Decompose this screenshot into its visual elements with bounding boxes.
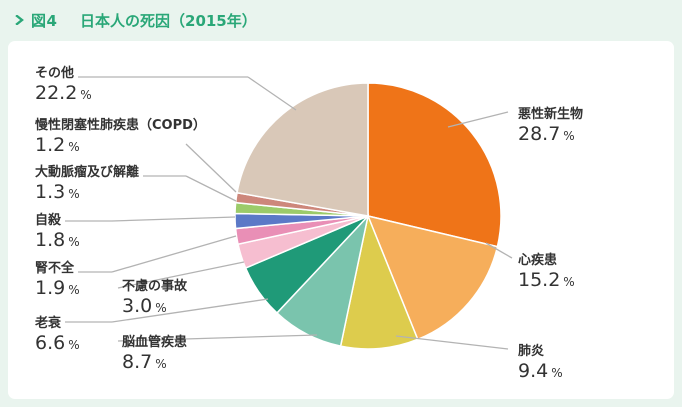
figure-header: 図4 日本人の死因（2015年）: [0, 0, 682, 40]
leader-line-1: [447, 111, 509, 128]
slice-label-name-10: 慢性閉塞性肺疾患（COPD）: [35, 117, 206, 133]
figure-number: 図4: [31, 12, 58, 30]
slice-label-value-8: 1.8: [35, 229, 65, 251]
slice-label-unit-3: %: [551, 366, 562, 380]
pie-slice-3: [339, 213, 419, 350]
slice-label-value-3: 9.4: [518, 360, 548, 382]
slice-label-unit-11: %: [80, 88, 91, 102]
slice-label-name-2: 心疾患: [518, 252, 557, 268]
slice-label-value-5: 6.6: [35, 332, 65, 354]
slice-label-unit-9: %: [68, 187, 79, 201]
leader-line-4: [117, 334, 318, 342]
slice-label-unit-6: %: [155, 301, 166, 315]
leader-line-11: [247, 76, 297, 111]
slice-label-name-3: 肺炎: [518, 343, 544, 359]
leader-line-9: [185, 175, 237, 202]
slice-label-name-5: 老衰: [34, 315, 62, 331]
slice-label-name-6: 不慮の事故: [122, 278, 188, 294]
slice-label-value-4: 8.7: [122, 351, 152, 373]
slice-label-value-1: 28.7: [518, 123, 560, 145]
leader-line-3: [395, 335, 509, 350]
chart-title: 日本人の死因（2015年）: [80, 12, 257, 30]
slice-label-name-7: 腎不全: [35, 260, 75, 276]
slice-label-value-10: 1.2: [35, 134, 65, 156]
slice-label-value-6: 3.0: [122, 295, 152, 317]
leader-line-5: [111, 298, 269, 323]
slice-label-unit-2: %: [563, 275, 574, 289]
slice-label-unit-8: %: [68, 235, 79, 249]
slice-label-value-11: 22.2: [35, 82, 77, 104]
slice-label-name-4: 脳血管疾患: [122, 334, 187, 350]
slice-label-name-9: 大動脈瘤及び解離: [35, 164, 139, 180]
slice-label-unit-10: %: [68, 140, 79, 154]
slice-label-value-2: 15.2: [518, 269, 560, 291]
pie-slice-2: [366, 214, 499, 341]
pie-slices: [234, 82, 502, 350]
slice-label-value-7: 1.9: [35, 277, 65, 299]
slice-label-unit-4: %: [155, 357, 166, 371]
slice-label-name-1: 悪性新生物: [518, 106, 583, 122]
leader-line-10: [185, 143, 237, 193]
leader-lines: [65, 76, 513, 350]
pie-slice-11: [236, 82, 369, 217]
slice-label-unit-5: %: [68, 338, 79, 352]
leader-line-2: [485, 242, 513, 259]
slice-label-name-11: その他: [35, 65, 74, 81]
leader-line-7: [111, 235, 237, 273]
slice-label-value-9: 1.3: [35, 181, 65, 203]
slice-label-unit-7: %: [68, 283, 79, 297]
leader-line-8: [111, 216, 236, 222]
chevron-right-icon: [15, 15, 24, 25]
slice-label-name-8: 自殺: [35, 212, 62, 228]
leader-line-6: [117, 261, 245, 289]
pie-slice-1: [367, 82, 502, 248]
slice-label-unit-1: %: [563, 129, 574, 143]
